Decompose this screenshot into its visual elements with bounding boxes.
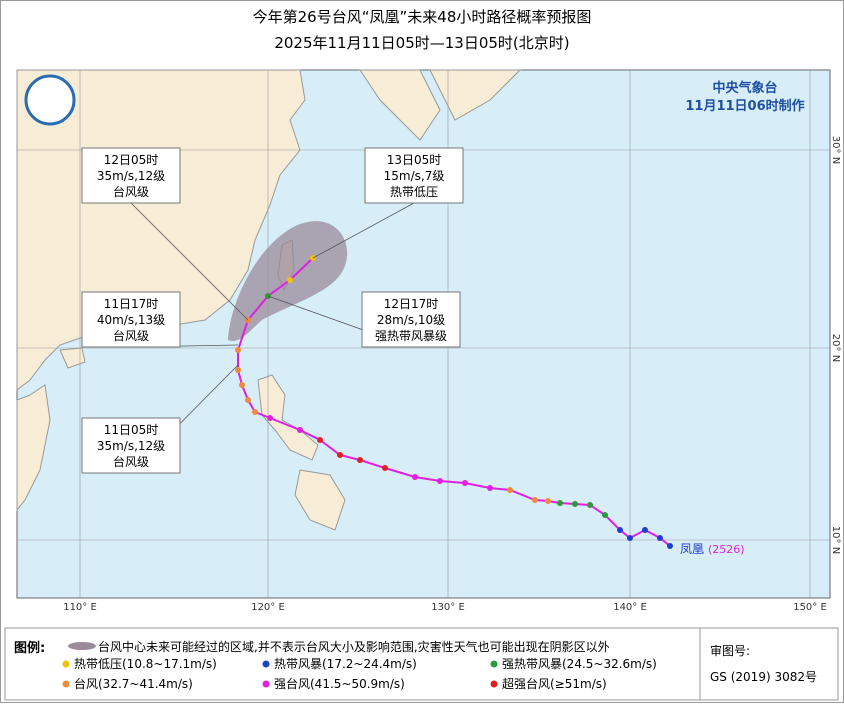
map: 110° E 120° E 130° E 140° E 150° E 30° N 20° N… [16, 69, 841, 613]
storm-name: 凤凰 [680, 542, 704, 556]
legend-items: 热带低压(10.8~17.1m/s) 热带风暴(17.2~24.4m/s) 强热带风… [62, 657, 657, 691]
track-point [602, 512, 608, 518]
legend-title: 图例: [14, 640, 45, 656]
luzon [257, 374, 319, 461]
storm-code: (2526) [708, 543, 745, 556]
legend-swatch [490, 660, 498, 668]
legend-label: 热带低压(10.8~17.1m/s) [74, 657, 217, 671]
track-point [412, 474, 418, 480]
lon-label: 130° E [431, 602, 465, 613]
legend-swatch [262, 660, 270, 668]
track-point [627, 535, 633, 541]
approval-number: GS (2019) 3082号 [710, 670, 817, 684]
track-point [617, 527, 623, 533]
leader [130, 202, 249, 321]
callout-box [81, 291, 181, 348]
legend-swatch [62, 680, 70, 688]
callout-wind: 28m/s,10级 [377, 313, 445, 327]
callout-box [364, 147, 464, 204]
islands [294, 469, 346, 531]
track-point [357, 457, 363, 463]
callout-wind: 35m/s,12级 [97, 169, 165, 183]
track-point [572, 501, 578, 507]
callout-level: 热带低压 [390, 185, 438, 199]
legend-label: 强台风(41.5~50.9m/s) [274, 676, 405, 691]
legend-label: 超强台风(≥51m/s) [502, 676, 607, 691]
track-point [507, 487, 513, 493]
track-point [297, 427, 303, 433]
track-point [245, 397, 251, 403]
made-time: 11月11日06时制作 [685, 98, 804, 114]
callout-time: 12日17时 [384, 297, 439, 311]
track-point [642, 527, 648, 533]
lon-label: 110° E [63, 602, 97, 613]
callout-time: 12日05时 [104, 153, 159, 167]
callout-wind: 35m/s,12级 [97, 439, 165, 453]
callout-box [81, 147, 181, 204]
track-point [382, 465, 388, 471]
graticule: 110° E 120° E 130° E 140° E 150° E 30° N 20° N… [17, 70, 841, 613]
callout-box [361, 291, 461, 348]
lon-label: 150° E [793, 602, 827, 613]
track-point [532, 497, 538, 503]
lon-label: 140° E [613, 602, 647, 613]
legend-swatch [490, 680, 498, 688]
cone-note: 台风中心未来可能经过的区域,并不表示台风大小及影响范围,灾害性天气也可能出现在阴… [98, 639, 610, 654]
track-point [657, 535, 663, 541]
track-point [317, 437, 323, 443]
callout-wind: 15m/s,7级 [384, 169, 445, 183]
lon-label: 120° E [251, 602, 285, 613]
callout-level: 台风级 [113, 184, 149, 199]
leader [312, 202, 415, 259]
track-point [587, 502, 593, 508]
legend-label: 强热带风暴(24.5~32.6m/s) [502, 657, 657, 671]
approval-label: 审图号: [710, 643, 750, 658]
legend-box [4, 627, 839, 701]
cone-swatch [68, 642, 96, 650]
legend-swatch [262, 680, 270, 688]
track-point [437, 478, 443, 484]
track-point [487, 485, 493, 491]
callout-level: 台风级 [113, 454, 149, 469]
track-point [337, 452, 343, 458]
track-point [462, 480, 468, 486]
track-point [252, 409, 258, 415]
land [16, 384, 51, 512]
callout-level: 台风级 [113, 328, 149, 343]
legend-label: 台风(32.7~41.4m/s) [74, 676, 193, 691]
track-point [239, 382, 245, 388]
track-point [667, 543, 673, 549]
legend-swatch [62, 660, 70, 668]
land [359, 69, 441, 141]
legend-label: 热带风暴(17.2~24.4m/s) [274, 657, 417, 671]
subtitle: 2025年11月11日05时—13日05时(北京时) [274, 34, 569, 52]
callout-wind: 40m/s,13级 [97, 313, 165, 327]
title: 今年第26号台风“凤凰”未来48小时路径概率预报图 [253, 8, 592, 26]
logo [24, 74, 76, 126]
lat-label: 30° N [830, 136, 841, 164]
track-point [235, 367, 241, 373]
callout-time: 11日17时 [104, 297, 159, 311]
lat-label: 10° N [830, 526, 841, 554]
track-point [545, 498, 551, 504]
callout-time: 13日05时 [387, 153, 442, 167]
island [59, 347, 86, 369]
track [235, 255, 673, 549]
track-point [235, 347, 241, 353]
callout-box [81, 417, 181, 474]
track-point [557, 500, 563, 506]
track-point [287, 277, 293, 283]
agency: 中央气象台 [712, 80, 777, 96]
lat-label: 20° N [830, 334, 841, 362]
callout-time: 11日05时 [104, 423, 159, 437]
track-point [267, 415, 273, 421]
callout-level: 强热带风暴级 [375, 329, 447, 343]
land [429, 69, 522, 121]
